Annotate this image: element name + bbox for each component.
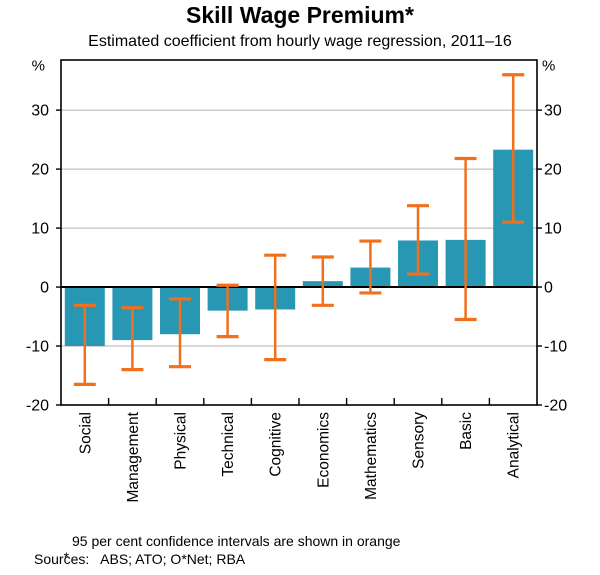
category-label-analytical: Analytical	[506, 412, 523, 478]
category-label-sensory: Sensory	[411, 412, 428, 469]
sources-line: Sources: ABS; ATO; O*Net; RBA	[34, 551, 246, 567]
y-axis-label-left: 0	[40, 280, 49, 297]
unit-label-right: %	[542, 58, 555, 75]
category-label-management: Management	[125, 411, 142, 502]
category-label-mathematics: Mathematics	[363, 412, 380, 500]
y-axis-label-right: 30	[544, 103, 562, 120]
category-label-physical: Physical	[173, 412, 190, 470]
y-axis-label-left: 30	[31, 103, 49, 120]
y-axis-label-left: -10	[26, 339, 49, 356]
y-axis-label-right: -20	[544, 398, 567, 415]
chart-title: Skill Wage Premium*	[186, 2, 414, 28]
footnote-text: 95 per cent confidence intervals are sho…	[72, 533, 401, 549]
category-label-economics: Economics	[315, 412, 332, 488]
y-axis-label-left: 10	[31, 221, 49, 238]
y-axis-label-right: 0	[544, 280, 553, 297]
y-axis-label-right: 20	[544, 162, 562, 179]
y-axis-label-left: -20	[26, 398, 49, 415]
unit-label-left: %	[32, 58, 45, 75]
chart-subtitle: Estimated coefficient from hourly wage r…	[88, 33, 512, 50]
y-axis-label-right: -10	[544, 339, 567, 356]
category-label-technical: Technical	[220, 412, 237, 477]
y-axis-label-right: 10	[544, 221, 562, 238]
category-label-cognitive: Cognitive	[268, 412, 285, 477]
footnote-marker: *	[63, 549, 70, 565]
category-label-basic: Basic	[458, 412, 475, 450]
y-axis-label-left: 20	[31, 162, 49, 179]
footnote: * 95 per cent confidence intervals are s…	[48, 533, 401, 575]
category-label-social: Social	[77, 412, 94, 454]
